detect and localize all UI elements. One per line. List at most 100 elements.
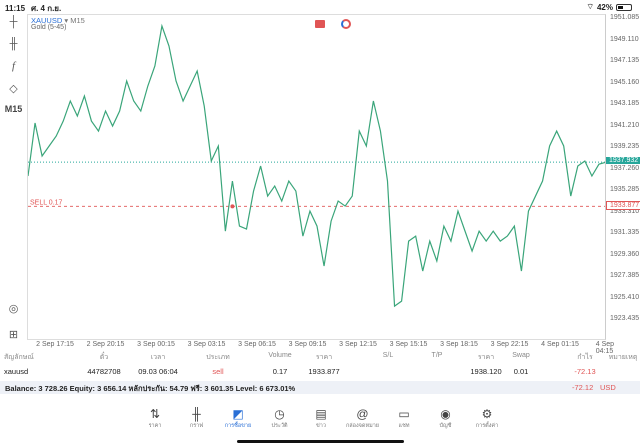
- y-tick-label: 1931.335: [610, 229, 640, 236]
- nav-news[interactable]: ▤ ข่าว: [296, 407, 346, 430]
- y-tick-label: 1927.385: [610, 272, 640, 279]
- y-tick-label: 1937.260: [610, 164, 640, 172]
- column-header[interactable]: ประเภท: [206, 354, 230, 361]
- nav-mail-at[interactable]: @ กล่องจดหมาย: [338, 407, 388, 430]
- cell-time: 09.03 06:04: [138, 367, 178, 376]
- column-header[interactable]: Volume: [268, 352, 292, 359]
- symbol-name: XAUUSD: [31, 16, 63, 25]
- oneclick-icon[interactable]: [341, 19, 351, 29]
- y-tick-label: 1941.210: [610, 121, 640, 129]
- column-header[interactable]: ราคา: [315, 354, 333, 361]
- status-right: ⌔ 42%: [586, 2, 632, 12]
- arrows-updown-icon: ⇅: [149, 407, 161, 421]
- timeframe-name: M15: [70, 16, 85, 25]
- balance-bar: Balance: 3 728.26 Equity: 3 656.14 หลักป…: [0, 381, 640, 394]
- currency: USD: [600, 383, 616, 392]
- column-header[interactable]: Swap: [512, 352, 530, 359]
- status-bar: 11:15 ศ. 4 ก.ย.: [5, 2, 67, 15]
- nav-candles[interactable]: ╫ กราฟ: [172, 407, 222, 430]
- nav-label: การตั้งค่า: [475, 423, 499, 429]
- shapes-icon[interactable]: ◇: [9, 83, 18, 95]
- status-time: 11:15: [5, 4, 26, 13]
- nav-trade-chart[interactable]: ◩ การซื้อขาย: [213, 407, 263, 430]
- status-date: ศ. 4 ก.ย.: [31, 4, 62, 13]
- nav-label: บัญชี: [439, 423, 452, 429]
- settings-icon: ⚙: [481, 407, 493, 421]
- x-tick-label: 3 Sep 00:15: [137, 341, 175, 348]
- wifi-icon: ⌔: [586, 2, 594, 11]
- cell-volume: 0.17: [272, 367, 288, 376]
- symbol-label[interactable]: XAUUSD ▾ M15: [31, 16, 85, 25]
- timeframe-button[interactable]: M15: [4, 104, 23, 114]
- home-indicator: [237, 440, 404, 443]
- y-tick-label: 1949.110: [610, 35, 639, 43]
- nav-label: แชท: [398, 423, 410, 429]
- battery-icon: [616, 3, 632, 11]
- y-tick-label: 1929.360: [610, 250, 640, 258]
- nav-arrows-updown[interactable]: ⇅ ราคา: [130, 407, 180, 430]
- battery-percent: 42%: [596, 2, 613, 12]
- mail-at-icon: @: [356, 407, 369, 421]
- nav-label: กล่องจดหมาย: [345, 423, 380, 429]
- current-price-tag: 1937.932: [606, 157, 640, 165]
- order-label: SELL 0.17: [30, 199, 63, 206]
- y-tick-label: 1939.235: [610, 143, 640, 150]
- indicator-f-icon[interactable]: f: [11, 60, 16, 72]
- nav-label: กราฟ: [189, 423, 204, 429]
- y-tick-label: 1951.085: [610, 14, 640, 21]
- nav-label: ข่าว: [316, 423, 326, 429]
- trade-icon[interactable]: [315, 20, 325, 28]
- crosshair-icon[interactable]: ┼: [9, 16, 18, 28]
- x-tick-label: 3 Sep 15:15: [389, 341, 428, 348]
- x-tick-label: 3 Sep 22:15: [490, 341, 529, 348]
- column-header[interactable]: ตั๋ว: [99, 354, 109, 361]
- order-price-tag: 1933.877: [606, 201, 640, 211]
- nav-settings[interactable]: ⚙ การตั้งค่า: [462, 407, 512, 430]
- column-header[interactable]: สัญลักษณ์: [4, 354, 34, 361]
- x-tick-label: 3 Sep 06:15: [238, 341, 276, 348]
- account-icon: ◉: [440, 407, 451, 421]
- balance-text: Balance: 3 728.26 Equity: 3 656.14 หลักป…: [5, 384, 296, 393]
- add-box-icon[interactable]: ⊞: [8, 329, 19, 341]
- x-tick-label: 2 Sep 20:15: [86, 341, 125, 348]
- column-header[interactable]: T/P: [431, 352, 443, 359]
- zoom-icon[interactable]: ◎: [8, 303, 19, 315]
- y-tick-label: 1947.135: [610, 57, 640, 64]
- price-chart[interactable]: SELL 0.17: [27, 14, 606, 340]
- chat-icon: ▭: [398, 407, 410, 421]
- order-entry-marker: [230, 204, 235, 209]
- column-header[interactable]: กำไร: [577, 354, 593, 361]
- x-tick-label: 4 Sep 04:15: [595, 341, 615, 355]
- column-header[interactable]: หมายเหตุ: [608, 354, 638, 361]
- price-series-line: [28, 23, 605, 308]
- cell-open_price: 1933.877: [308, 367, 340, 376]
- x-tick-label: 3 Sep 18:15: [440, 341, 478, 348]
- trade-chart-icon: ◩: [232, 407, 244, 421]
- candles-tool-icon[interactable]: ╫: [9, 38, 18, 50]
- y-tick-label: 1933.310: [610, 207, 640, 215]
- y-tick-label: 1925.410: [610, 293, 640, 301]
- cell-profit: -72.13: [574, 367, 596, 376]
- candles-icon: ╫: [192, 407, 201, 421]
- nav-history[interactable]: ◷ ประวัติ: [255, 407, 305, 430]
- column-header[interactable]: เวลา: [150, 354, 166, 361]
- cell-swap: 0.01: [513, 367, 529, 376]
- y-tick-label: 1935.285: [610, 186, 640, 193]
- cell-price: 1938.120: [470, 367, 502, 376]
- nav-account[interactable]: ◉ บัญชี: [421, 407, 471, 430]
- history-icon: ◷: [274, 407, 285, 421]
- column-header[interactable]: ราคา: [477, 354, 495, 361]
- column-header[interactable]: S/L: [382, 352, 394, 359]
- x-tick-label: 4 Sep 01:15: [541, 341, 579, 348]
- cell-type: sell: [212, 367, 224, 376]
- cell-symbol: xauusd: [4, 367, 29, 376]
- x-tick-label: 3 Sep 03:15: [187, 341, 226, 348]
- nav-label: ราคา: [148, 423, 162, 429]
- x-tick-label: 2 Sep 17:15: [36, 341, 74, 348]
- nav-chat[interactable]: ▭ แชท: [379, 407, 429, 430]
- y-tick-label: 1945.160: [610, 78, 640, 86]
- cell-ticket: 44782708: [87, 367, 121, 376]
- y-tick-label: 1943.185: [610, 100, 640, 107]
- nav-label: ประวัติ: [271, 423, 288, 429]
- x-tick-label: 3 Sep 09:15: [288, 341, 327, 348]
